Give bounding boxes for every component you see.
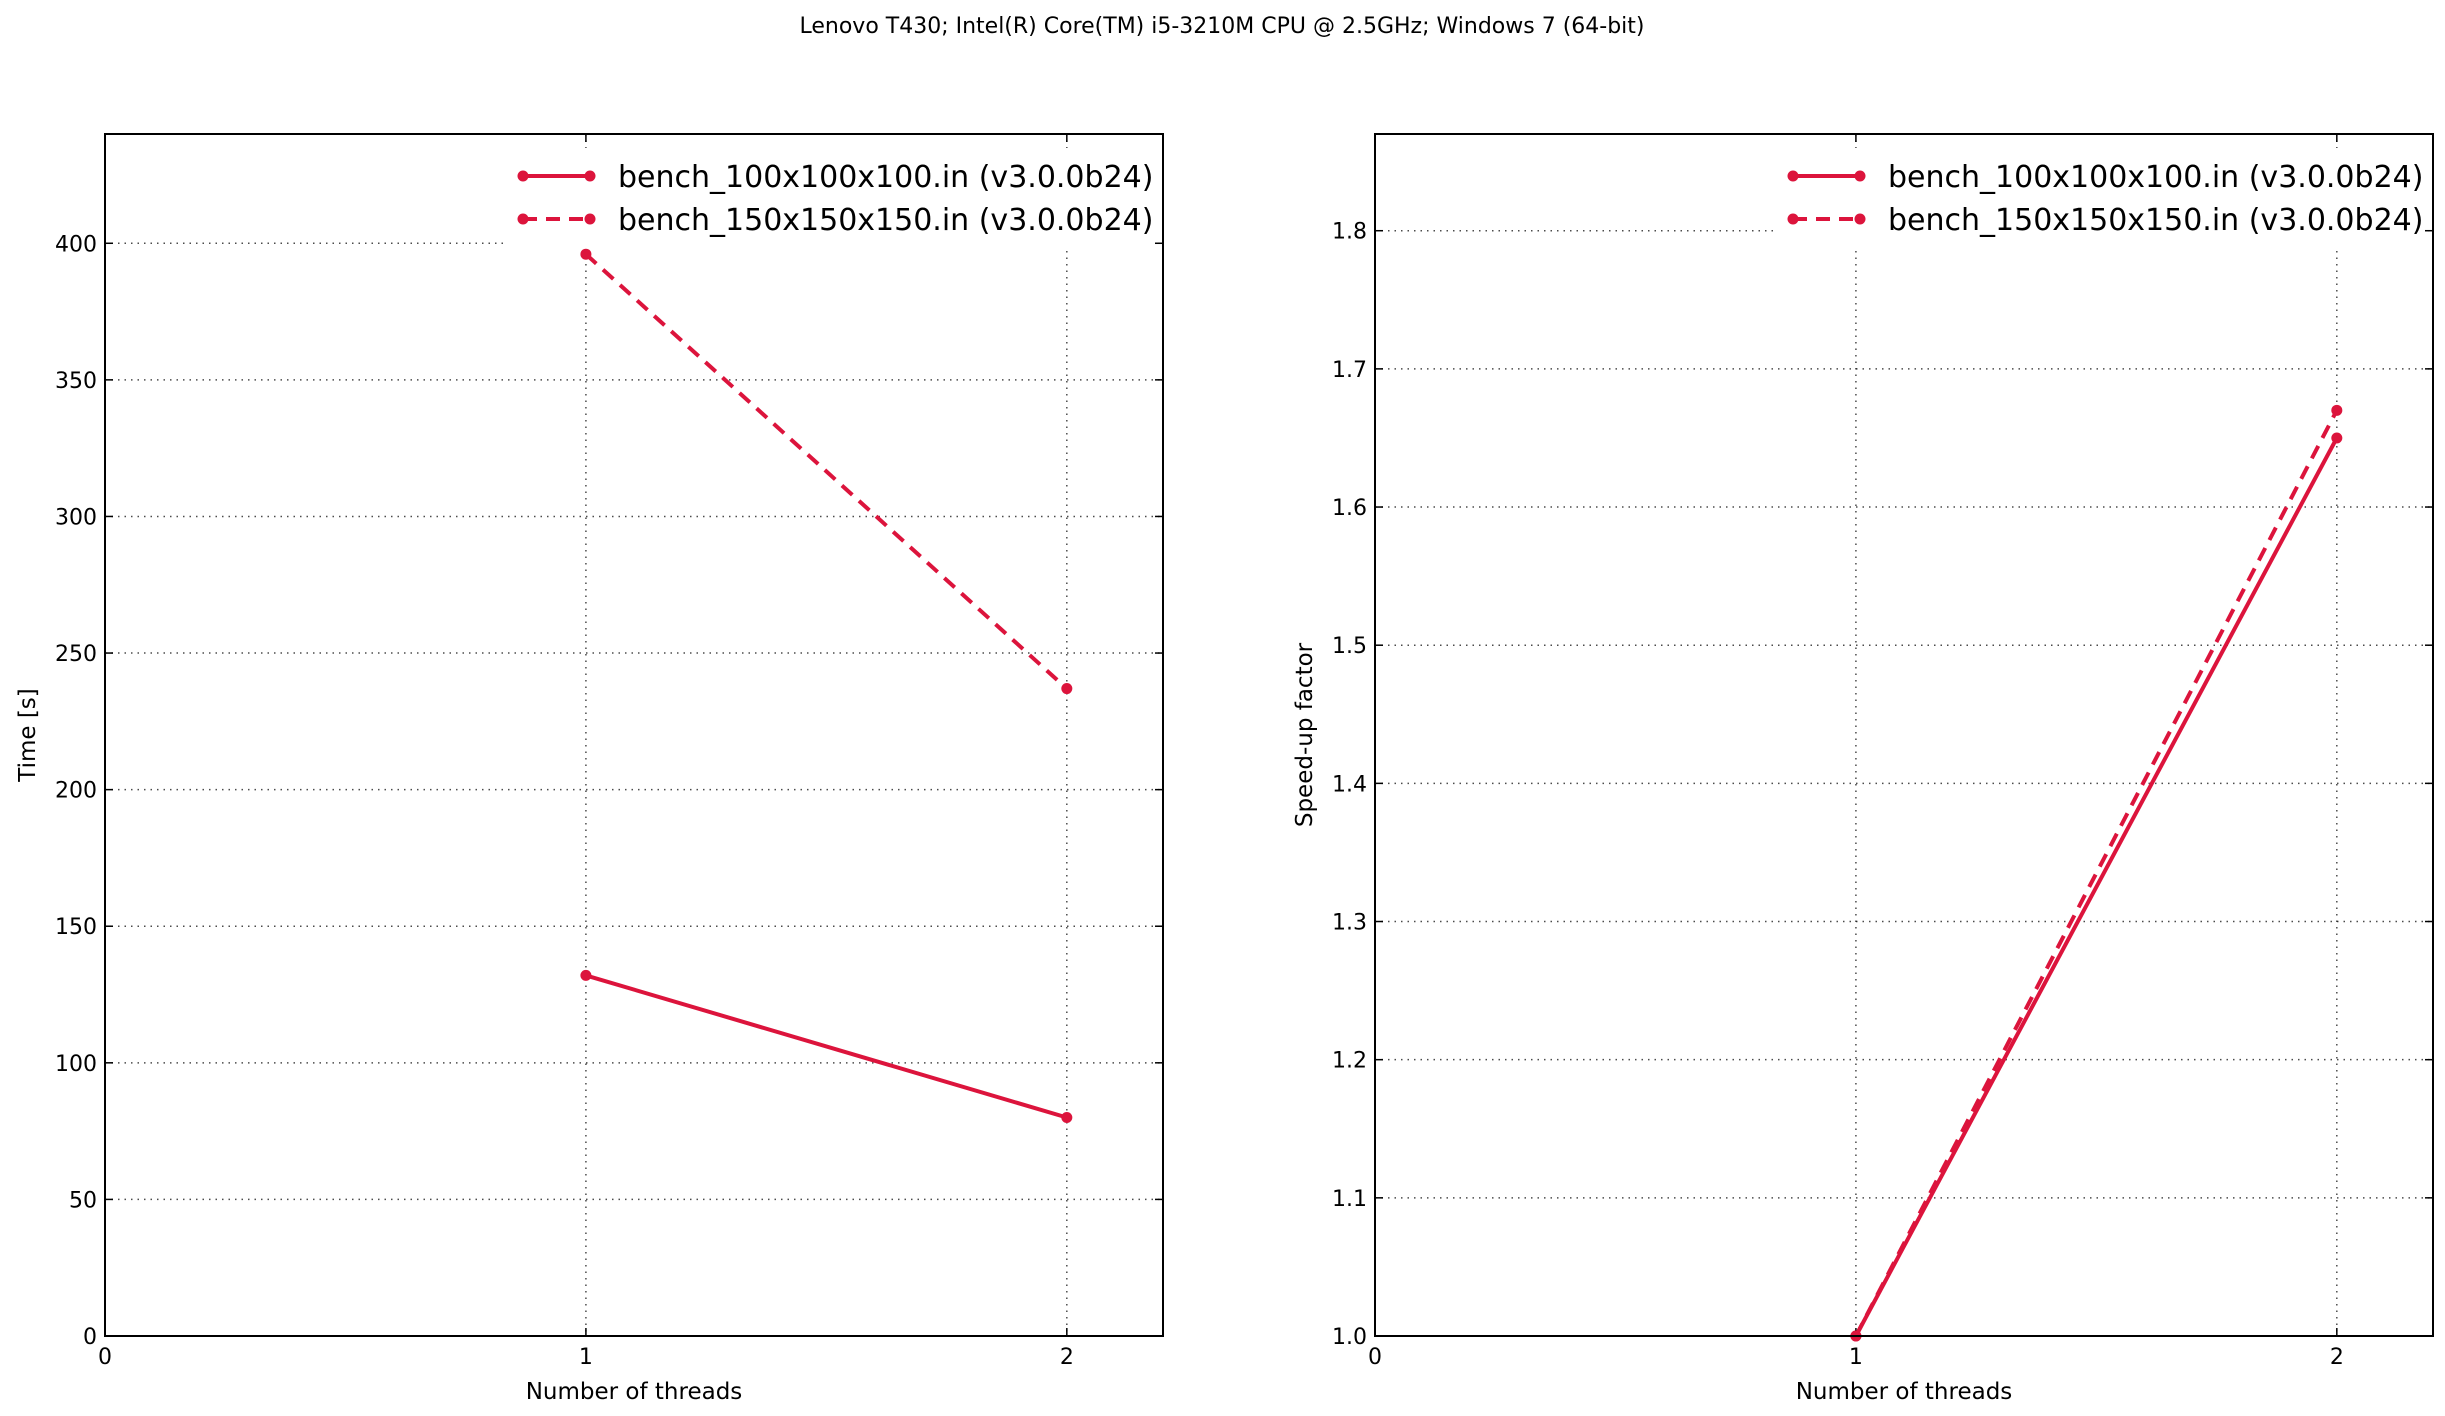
- x-tick-label: 0: [1368, 1345, 1382, 1370]
- legend-marker: [1854, 170, 1866, 182]
- y-tick-label: 1.0: [1332, 1325, 1367, 1350]
- y-tick-label: 0: [83, 1325, 97, 1350]
- plot-frame: [104, 133, 1164, 1337]
- plot-frame: [1374, 133, 2434, 1337]
- legend-marker: [1787, 213, 1799, 225]
- x-tick-label: 1: [1849, 1345, 1863, 1370]
- figure-title: Lenovo T430; Intel(R) Core(TM) i5-3210M …: [799, 14, 1644, 39]
- legend-marker: [517, 170, 529, 182]
- y-tick-label: 1.2: [1332, 1049, 1367, 1074]
- legend-marker: [1854, 213, 1866, 225]
- y-tick-label: 1.7: [1332, 358, 1367, 383]
- y-axis-label: Speed-up factor: [1292, 642, 1318, 827]
- y-tick-label: 1.5: [1332, 634, 1367, 659]
- speedup-chart: 1.0 1.1 1.2 1.3 1.4 1.5 1.6 1.7 1.8 0 1 2 Number of …: [1292, 133, 2434, 1405]
- legend-marker: [517, 213, 529, 225]
- x-tick-label: 2: [2330, 1345, 2344, 1370]
- legend-background: [503, 148, 1153, 248]
- series-line: [1854, 409, 2339, 1337]
- legend-label: bench_100x100x100.in (v3.0.0b24): [618, 160, 1153, 195]
- y-axis-label: Time [s]: [15, 688, 41, 783]
- legend-background: [1773, 148, 2423, 248]
- y-tick-label: 1.4: [1332, 772, 1367, 797]
- data-point: [2331, 432, 2343, 444]
- time-chart: 0 50 100 150 200 250 300 350 400 0 1 2 Number of thr…: [15, 133, 1164, 1405]
- data-point: [580, 248, 592, 260]
- y-tick-label: 200: [55, 779, 97, 804]
- legend-marker: [584, 213, 596, 225]
- y-tick-label: 1.6: [1332, 496, 1367, 521]
- y-tick-label: 250: [55, 642, 97, 667]
- data-point: [1061, 683, 1073, 695]
- legend-label: bench_150x150x150.in (v3.0.0b24): [1888, 203, 2423, 238]
- series-line: [585, 973, 1068, 1120]
- legend-label: bench_150x150x150.in (v3.0.0b24): [618, 203, 1153, 238]
- y-tick-label: 400: [55, 232, 97, 257]
- y-tick-label: 350: [55, 369, 97, 394]
- legend-label: bench_100x100x100.in (v3.0.0b24): [1888, 160, 2423, 195]
- x-axis-label: Number of threads: [1796, 1379, 2013, 1405]
- series-line: [1854, 437, 2339, 1337]
- y-tick-label: 300: [55, 505, 97, 530]
- y-tick-label: 50: [69, 1188, 97, 1213]
- legend-marker: [584, 170, 596, 182]
- y-tick-label: 1.3: [1332, 911, 1367, 936]
- y-tick-label: 1.1: [1332, 1187, 1367, 1212]
- x-tick-label: 1: [579, 1345, 593, 1370]
- x-axis-label: Number of threads: [526, 1379, 743, 1405]
- y-tick-label: 1.8: [1332, 220, 1367, 245]
- x-tick-label: 0: [98, 1345, 112, 1370]
- data-point: [580, 969, 592, 981]
- series-line: [584, 252, 1069, 691]
- x-tick-label: 2: [1060, 1345, 1074, 1370]
- data-point: [1061, 1111, 1073, 1123]
- legend-marker: [1787, 170, 1799, 182]
- data-point: [2331, 404, 2343, 416]
- y-tick-label: 100: [55, 1052, 97, 1077]
- y-tick-label: 150: [55, 915, 97, 940]
